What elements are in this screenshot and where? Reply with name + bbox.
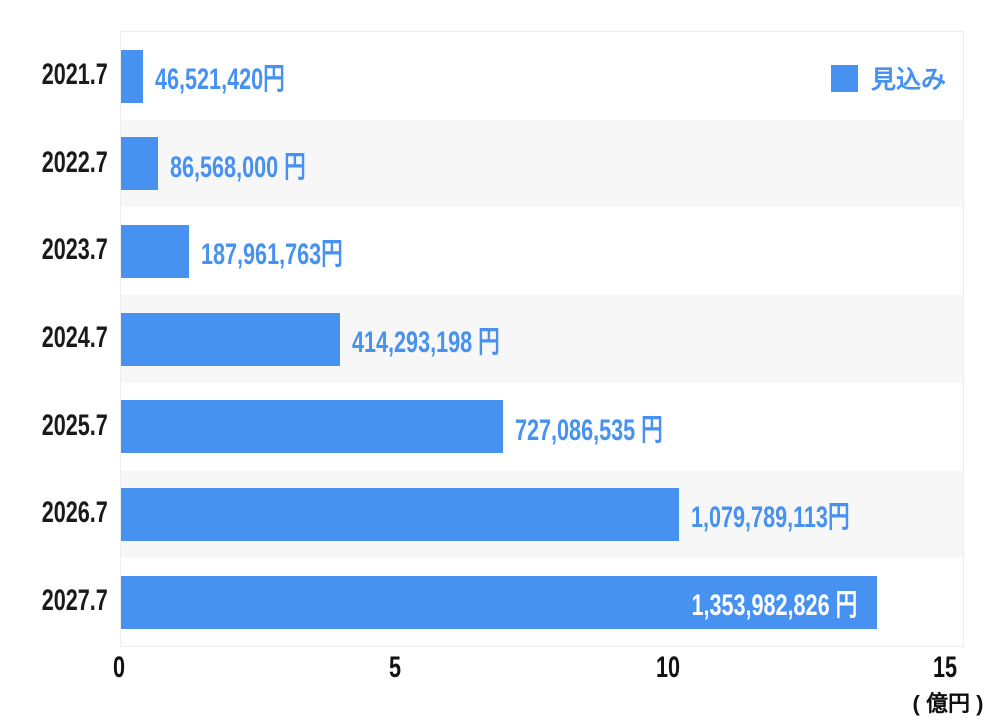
chart-row: 1,079,789,113円 [121, 470, 963, 559]
category-label-text: 2022.7 [41, 145, 108, 179]
value-label: 1,079,789,113円 [691, 501, 850, 535]
category-label-2027-7: 2027.7 [0, 557, 108, 645]
x-tick-15: 15 [932, 651, 958, 684]
bar-2021-7 [121, 49, 143, 103]
category-label-text: 2023.7 [41, 233, 108, 267]
category-label-2024-7: 2024.7 [0, 294, 108, 382]
bar-2025-7 [121, 400, 503, 454]
category-label-2022-7: 2022.7 [0, 119, 108, 207]
category-label-text: 2024.7 [41, 320, 108, 354]
x-tick-10: 10 [655, 651, 681, 684]
category-label-2026-7: 2026.7 [0, 470, 108, 558]
category-label-text: 2025.7 [41, 408, 108, 442]
legend: 見込み [831, 60, 946, 96]
x-tick-0: 0 [112, 651, 126, 684]
bar-2027-7: 1,353,982,826 円 [121, 575, 877, 629]
chart-row: 727,086,535 円 [121, 383, 963, 471]
value-label: 727,086,535 円 [515, 413, 663, 447]
value-label: 414,293,198 円 [352, 325, 500, 359]
chart-row: 414,293,198 円 [121, 295, 963, 383]
bar-2026-7 [121, 488, 679, 542]
category-label-2025-7: 2025.7 [0, 382, 108, 470]
chart-row: 1,353,982,826 円 [121, 558, 963, 646]
category-label-text: 2027.7 [41, 584, 108, 618]
value-label: 187,961,763円 [201, 238, 343, 272]
chart-row: 46,521,420円 [121, 32, 963, 120]
value-label: 46,521,420円 [155, 62, 285, 96]
category-label-text: 2026.7 [41, 496, 108, 530]
plot-area: 46,521,420円 86,568,000 円 187,961,763円 41… [120, 31, 964, 647]
legend-label: 見込み [871, 66, 947, 94]
x-tick-5: 5 [388, 651, 402, 684]
value-label: 86,568,000 円 [170, 150, 306, 184]
category-axis: 2021.7 2022.7 2023.7 2024.7 2025.7 2026.… [0, 31, 108, 645]
value-label-inside-bar: 1,353,982,826 円 [691, 589, 857, 623]
chart-row: 187,961,763円 [121, 207, 963, 295]
bar-2024-7 [121, 312, 340, 366]
bar-2023-7 [121, 224, 189, 278]
x-axis-unit-label: ( 億円 ) [912, 691, 984, 716]
chart-row: 86,568,000 円 [121, 119, 963, 208]
category-label-text: 2021.7 [41, 57, 108, 91]
category-label-2023-7: 2023.7 [0, 206, 108, 294]
bar-2022-7 [121, 137, 158, 191]
category-label-2021-7: 2021.7 [0, 31, 108, 119]
legend-swatch-icon [831, 64, 858, 92]
